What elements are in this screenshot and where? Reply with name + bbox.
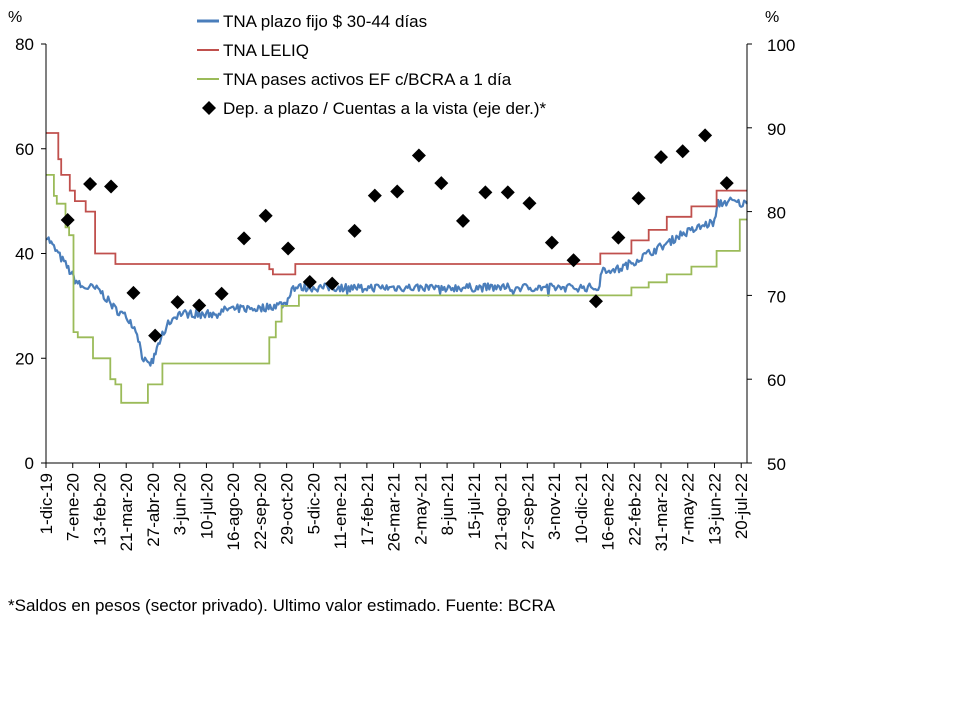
x-tick-label: 21-mar-20	[117, 473, 136, 551]
axes: 0 20 40 60 80 50 60 70 80 90 100% % 1-dic-19 7-ene-20…	[8, 9, 795, 551]
marker-point	[214, 286, 229, 301]
x-tick-label: 16-ene-22	[599, 473, 618, 551]
y-right-tick-label: 80	[767, 204, 786, 223]
x-tick-label: 31-mar-22	[652, 473, 671, 551]
x-tick-label: 17-feb-21	[358, 473, 377, 546]
y-left-tick-label: 80	[15, 35, 34, 54]
marker-point	[566, 253, 581, 268]
legend-marker	[202, 101, 216, 115]
series-deposits-ratio-markers	[60, 128, 734, 343]
marker-point	[719, 176, 734, 191]
x-tick-label: 21-ago-21	[492, 473, 511, 551]
y-right-tick-label: 50	[767, 455, 786, 474]
legend-label: TNA LELIQ	[223, 41, 309, 60]
marker-point	[60, 212, 75, 227]
marker-point	[192, 298, 207, 313]
marker-point	[237, 231, 252, 246]
x-tick-label: 13-jun-22	[706, 473, 725, 545]
marker-point	[170, 295, 185, 310]
marker-point	[104, 179, 119, 194]
plot-series	[45, 128, 748, 404]
marker-point	[522, 196, 537, 211]
series-leliq-line	[46, 132, 747, 276]
legend: TNA plazo fijo $ 30-44 días TNA LELIQ TNA …	[197, 12, 547, 118]
series-pases-line	[46, 174, 747, 404]
x-tick-label: 7-may-22	[679, 473, 698, 545]
y-left-tick-label: 40	[15, 245, 34, 264]
x-tick-label: 16-ago-20	[224, 473, 243, 551]
y-right-tick-label: 70	[767, 287, 786, 306]
y-left-unit: %	[8, 9, 22, 26]
x-tick-label: 8-jun-21	[438, 473, 457, 535]
marker-point	[698, 128, 713, 143]
y-right-tick-label: 60	[767, 371, 786, 390]
marker-point	[611, 230, 626, 245]
x-tick-label: 5-dic-20	[304, 473, 323, 534]
x-tick-label: 1-dic-19	[37, 473, 56, 534]
chart: 0 20 40 60 80 50 60 70 80 90 100% % 1-dic-19 7-ene-20…	[8, 9, 795, 551]
x-tick-label: 29-oct-20	[278, 473, 297, 545]
x-tick-label: 22-feb-22	[625, 473, 644, 546]
x-tick-label: 3-jun-20	[171, 473, 190, 535]
y-left-tick-label: 20	[15, 349, 34, 368]
y-left-tick-label: 60	[15, 140, 34, 159]
marker-point	[258, 208, 273, 223]
y-left-tick-label: 0	[25, 454, 34, 473]
marker-point	[148, 328, 163, 343]
x-tick-label: 2-may-21	[411, 473, 430, 545]
marker-point	[478, 185, 493, 200]
x-tick-label: 13-feb-20	[91, 473, 110, 546]
x-tick-label: 22-sep-20	[251, 473, 270, 550]
x-tick-label: 20-jul-22	[732, 473, 751, 539]
legend-label: Dep. a plazo / Cuentas a la vista (eje d…	[223, 99, 547, 118]
legend-entry: Dep. a plazo / Cuentas a la vista (eje d…	[202, 99, 547, 118]
x-tick-label: 27-abr-20	[144, 473, 163, 547]
legend-entry: TNA plazo fijo $ 30-44 días	[197, 12, 427, 31]
marker-point	[367, 188, 382, 203]
x-tick-label: 7-ene-20	[64, 473, 83, 541]
y-right-tick-label: 90	[767, 120, 786, 139]
series-plazo-fijo-line	[45, 196, 748, 367]
legend-label: TNA pases activos EF c/BCRA a 1 día	[223, 70, 512, 89]
marker-point	[83, 176, 98, 191]
marker-point	[631, 191, 646, 206]
marker-point	[500, 185, 515, 200]
marker-point	[325, 276, 340, 291]
y-right-tick-label: 100	[767, 36, 795, 55]
x-tick-label: 11-ene-21	[331, 473, 350, 549]
x-tick-label: 10-dic-21	[572, 473, 591, 544]
marker-point	[281, 241, 296, 256]
marker-point	[654, 150, 669, 165]
marker-point	[588, 294, 603, 309]
marker-point	[544, 235, 559, 250]
marker-point	[126, 285, 141, 300]
x-tick-label: 3-nov-21	[545, 473, 564, 540]
legend-label: TNA plazo fijo $ 30-44 días	[223, 12, 427, 31]
legend-entry: TNA LELIQ	[197, 41, 309, 60]
marker-point	[411, 148, 426, 163]
x-tick-label: 27-sep-21	[518, 473, 537, 550]
marker-point	[675, 144, 690, 159]
x-tick-label: 15-jul-21	[465, 473, 484, 539]
x-tick-label: 10-jul-20	[197, 473, 216, 539]
x-tick-label: 26-mar-21	[385, 473, 404, 551]
marker-point	[347, 223, 362, 238]
marker-point	[390, 184, 405, 199]
marker-point	[455, 213, 470, 228]
footnote: *Saldos en pesos (sector privado). Ultim…	[8, 596, 556, 615]
legend-entry: TNA pases activos EF c/BCRA a 1 día	[197, 70, 512, 89]
marker-point	[302, 274, 317, 289]
y-right-unit: %	[765, 9, 779, 26]
marker-point	[434, 176, 449, 191]
